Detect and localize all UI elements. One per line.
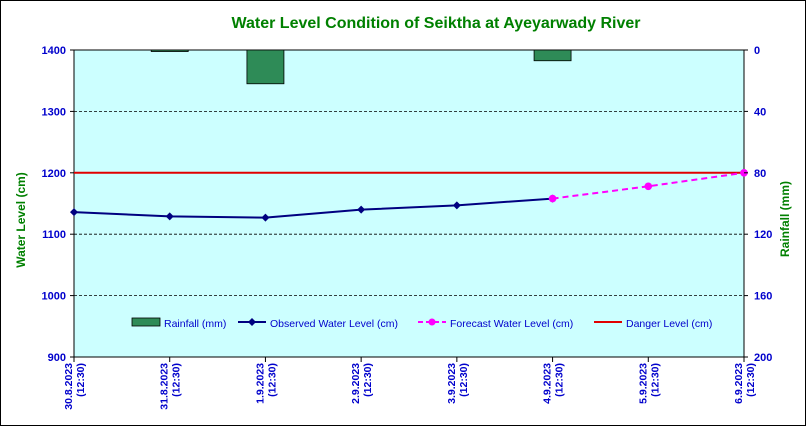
observed-water-level-line	[73, 197, 553, 219]
y-tick-label: 1200	[42, 168, 66, 180]
rainfall-bar	[533, 49, 572, 62]
plot-area	[73, 49, 745, 358]
y2-tick-label: 80	[754, 168, 766, 180]
axes: 900 1000 1100 1200 1300 1400 0 40 80 120 160 200 30.…	[42, 45, 773, 410]
x-tick-label: 3.9.2023(12:30)	[446, 363, 470, 404]
y-tick-label: 1300	[42, 106, 66, 118]
y2-tick-label: 40	[754, 106, 766, 118]
x-tick-label: 5.9.2023(12:30)	[637, 363, 661, 404]
legend-label: Rainfall (mm)	[164, 318, 226, 330]
forecast-point	[548, 194, 557, 203]
forecast-water-level-line	[552, 171, 745, 200]
y-tick-label: 900	[48, 352, 66, 364]
y2-axis-title: Rainfall (mm)	[778, 181, 792, 257]
observed-point	[165, 212, 174, 221]
y-tick-label: 1400	[42, 45, 66, 57]
observed-point	[357, 205, 366, 214]
observed-point	[70, 208, 78, 217]
y-tick-label: 1000	[42, 291, 66, 303]
y2-tick-label: 120	[754, 229, 772, 241]
y-axis-title: Water Level (cm)	[14, 172, 28, 268]
y2-tick-label: 0	[754, 45, 760, 57]
legend-marker	[248, 318, 256, 326]
x-tick-label: 6.9.2023(12:30)	[733, 363, 757, 404]
legend: Rainfall (mm) Observed Water Level (cm) Fo…	[131, 317, 712, 330]
x-tick-label: 30.8.2023(12:30)	[63, 363, 87, 410]
legend-label: Forecast Water Level (cm)	[450, 318, 573, 330]
x-tick-label: 2.9.2023(12:30)	[350, 363, 374, 404]
chart-title: Water Level Condition of Seiktha at Ayey…	[232, 15, 641, 32]
x-tick-label: 31.8.2023(12:30)	[159, 363, 183, 410]
forecast-point	[644, 182, 653, 191]
observed-point	[452, 201, 461, 210]
x-tick-label: 1.9.2023(12:30)	[254, 363, 278, 404]
rainfall-bar	[150, 49, 189, 52]
y-tick-label: 1100	[42, 229, 66, 241]
rainfall-bars	[150, 49, 572, 85]
legend-swatch-rainfall	[131, 317, 161, 327]
legend-marker	[428, 318, 436, 326]
y2-tick-label: 160	[754, 291, 772, 303]
legend-label: Observed Water Level (cm)	[270, 318, 398, 330]
legend-label: Danger Level (cm)	[626, 318, 712, 330]
x-tick-label: 4.9.2023(12:30)	[542, 363, 566, 404]
observed-point	[261, 213, 270, 222]
series-lines	[70, 169, 748, 222]
y2-tick-label: 200	[754, 352, 772, 364]
rainfall-bar	[246, 49, 285, 85]
